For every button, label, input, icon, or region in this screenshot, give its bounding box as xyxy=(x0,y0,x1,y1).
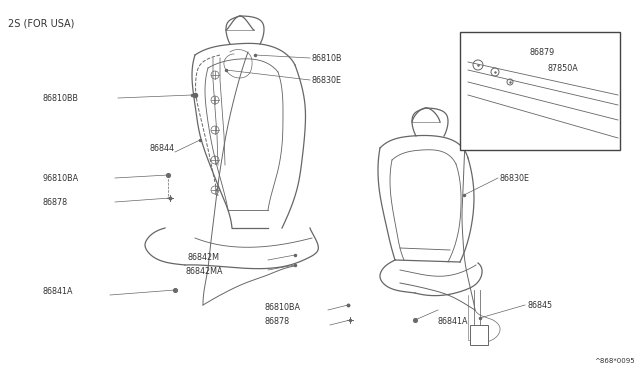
Text: 86830E: 86830E xyxy=(312,76,342,84)
Text: 86841A: 86841A xyxy=(438,317,468,327)
Bar xyxy=(460,32,620,150)
Text: ^868*0095: ^868*0095 xyxy=(595,358,635,364)
Text: 2S (FOR USA): 2S (FOR USA) xyxy=(8,18,74,28)
Text: 86878: 86878 xyxy=(42,198,67,206)
Text: 86842M: 86842M xyxy=(188,253,220,263)
Text: 86844: 86844 xyxy=(150,144,175,153)
Bar xyxy=(470,325,488,345)
Text: 86810B: 86810B xyxy=(312,54,342,62)
Text: 86879: 86879 xyxy=(530,48,556,57)
Text: 86810BB: 86810BB xyxy=(42,93,78,103)
Text: 86830E: 86830E xyxy=(500,173,530,183)
Text: 86845: 86845 xyxy=(528,301,553,310)
Text: 86810BA: 86810BA xyxy=(265,304,301,312)
Text: 86841A: 86841A xyxy=(42,288,72,296)
Text: 96810BA: 96810BA xyxy=(42,173,78,183)
Text: 86878: 86878 xyxy=(265,317,290,327)
Text: 87850A: 87850A xyxy=(548,64,579,73)
Text: 86842MA: 86842MA xyxy=(185,267,223,276)
